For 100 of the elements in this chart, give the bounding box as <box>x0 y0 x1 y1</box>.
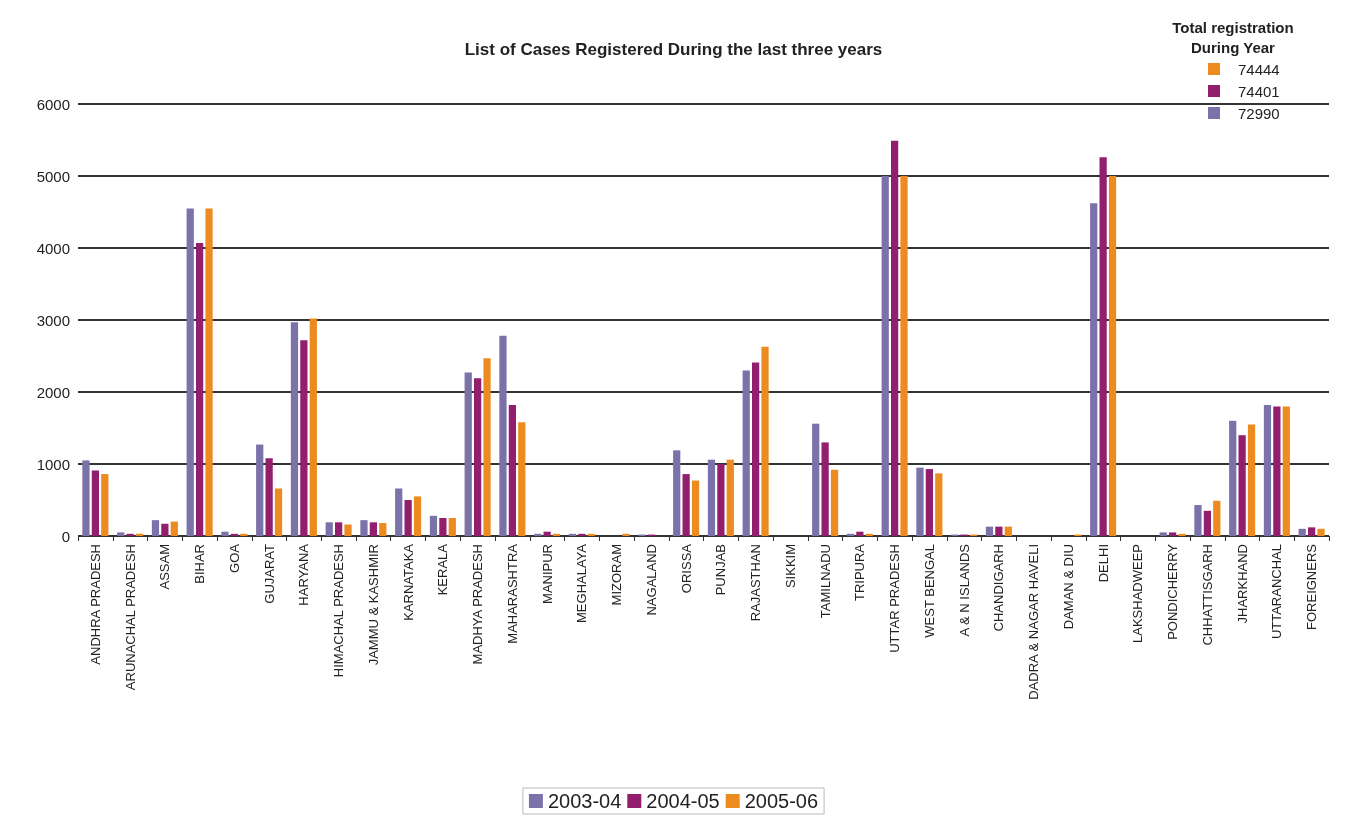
bar <box>161 523 169 536</box>
text: 74401 <box>1238 82 1280 100</box>
bar <box>290 322 299 536</box>
bar <box>881 176 889 536</box>
x-tick-label: DELHI <box>1095 544 1111 583</box>
bar <box>1317 528 1325 536</box>
bar <box>344 524 352 536</box>
bar <box>404 500 412 536</box>
bar <box>673 450 681 536</box>
x-tick-label: ORISSA <box>678 543 694 594</box>
bar <box>1159 532 1167 536</box>
x-tick-label: MEGHALAYA <box>574 543 590 623</box>
y-tick-label: 0 <box>61 527 70 545</box>
x-tick-label: GUJARAT <box>261 543 277 604</box>
x-tick-label: JHARKHAND <box>1234 544 1250 624</box>
bar <box>499 335 507 536</box>
bar <box>335 522 343 536</box>
bar <box>325 522 333 536</box>
bar <box>1213 500 1221 536</box>
x-tick-label: UTTARANCHAL <box>1269 544 1285 640</box>
bar <box>82 460 90 536</box>
bar <box>274 488 283 536</box>
bar <box>742 370 750 536</box>
x-tick-label: A & N ISLANDS <box>956 543 972 637</box>
bar <box>1263 404 1272 536</box>
bar <box>395 488 403 536</box>
bar <box>186 208 194 536</box>
bar <box>508 404 516 536</box>
annotation: 72990 <box>1238 104 1280 122</box>
x-tick-label: ASSAM <box>157 544 173 590</box>
bar <box>1273 406 1281 536</box>
y-tick-label: 5000 <box>36 167 70 185</box>
x-tick-label: ARUNACHAL PRADESH <box>122 544 138 691</box>
bar <box>483 358 491 536</box>
x-tick-label: WEST BENGAL <box>921 544 937 638</box>
bar <box>221 531 229 536</box>
bar <box>1282 406 1290 536</box>
x-tick-label: NAGALAND <box>643 544 659 616</box>
legend-label: 2005-06 <box>744 790 819 812</box>
x-tick-label: LAKSHADWEEP <box>1130 544 1146 643</box>
bar <box>691 480 700 536</box>
x-tick-label: JAMMU & KASHMIR <box>365 544 381 666</box>
bar <box>464 372 472 536</box>
bar <box>1229 420 1237 536</box>
x-tick-label: MAHARASHTRA <box>504 543 520 644</box>
bar <box>1194 505 1202 536</box>
bar <box>170 521 178 536</box>
x-tick-label: MIZORAM <box>609 544 625 606</box>
bar <box>1238 435 1246 536</box>
bar <box>726 459 734 536</box>
bar <box>1108 176 1117 536</box>
text: Total registration During Year <box>1171 18 1295 58</box>
x-tick-label: KERALA <box>435 543 451 596</box>
bar <box>925 469 933 536</box>
bar <box>369 522 377 536</box>
bar <box>830 469 839 536</box>
bar <box>300 340 308 536</box>
bar <box>360 520 368 536</box>
x-tick-label: KARNATAKA <box>400 543 416 621</box>
bar <box>413 496 422 536</box>
bar <box>752 362 760 536</box>
x-tick-label: GOA <box>226 543 242 573</box>
bar <box>1203 510 1211 536</box>
x-tick-label: PONDICHERRY <box>1165 543 1181 640</box>
x-tick-label: CHHATTISGARH <box>1199 544 1215 646</box>
bar <box>1099 157 1107 536</box>
bar <box>985 526 994 536</box>
bar <box>1004 526 1012 536</box>
x-tick-label: FOREIGNERS <box>1304 543 1320 630</box>
x-tick-label: HIMACHAL PRADESH <box>331 544 347 678</box>
bar <box>717 464 725 536</box>
bar <box>474 378 482 536</box>
bar <box>995 526 1003 536</box>
bar <box>935 473 943 536</box>
bar <box>448 518 456 536</box>
x-tick-label: BIHAR <box>192 544 208 584</box>
bar <box>309 318 317 536</box>
bar <box>1247 424 1256 536</box>
bar <box>821 442 829 536</box>
x-tick-label: TRIPURA <box>852 543 868 602</box>
x-tick-label: SIKKIM <box>782 544 798 589</box>
x-tick-label: DAMAN & DIU <box>1060 544 1076 630</box>
bar <box>379 523 387 536</box>
bar <box>543 531 551 536</box>
x-tick-label: DADRA & NAGAR HAVELI <box>1026 544 1042 700</box>
bar <box>439 518 447 536</box>
bar <box>101 474 109 536</box>
bar <box>265 458 273 536</box>
bar <box>1298 528 1306 536</box>
x-tick-label: PUNJAB <box>713 544 729 596</box>
x-tick-label: UTTAR PRADESH <box>887 544 903 653</box>
bar <box>518 422 526 536</box>
bar <box>196 242 204 536</box>
bar <box>1178 533 1186 536</box>
bar <box>856 531 864 536</box>
bar <box>1169 532 1177 536</box>
bar <box>812 423 820 536</box>
bar <box>900 176 908 536</box>
x-tick-label: TAMILNADU <box>817 544 833 619</box>
bar <box>622 533 630 536</box>
